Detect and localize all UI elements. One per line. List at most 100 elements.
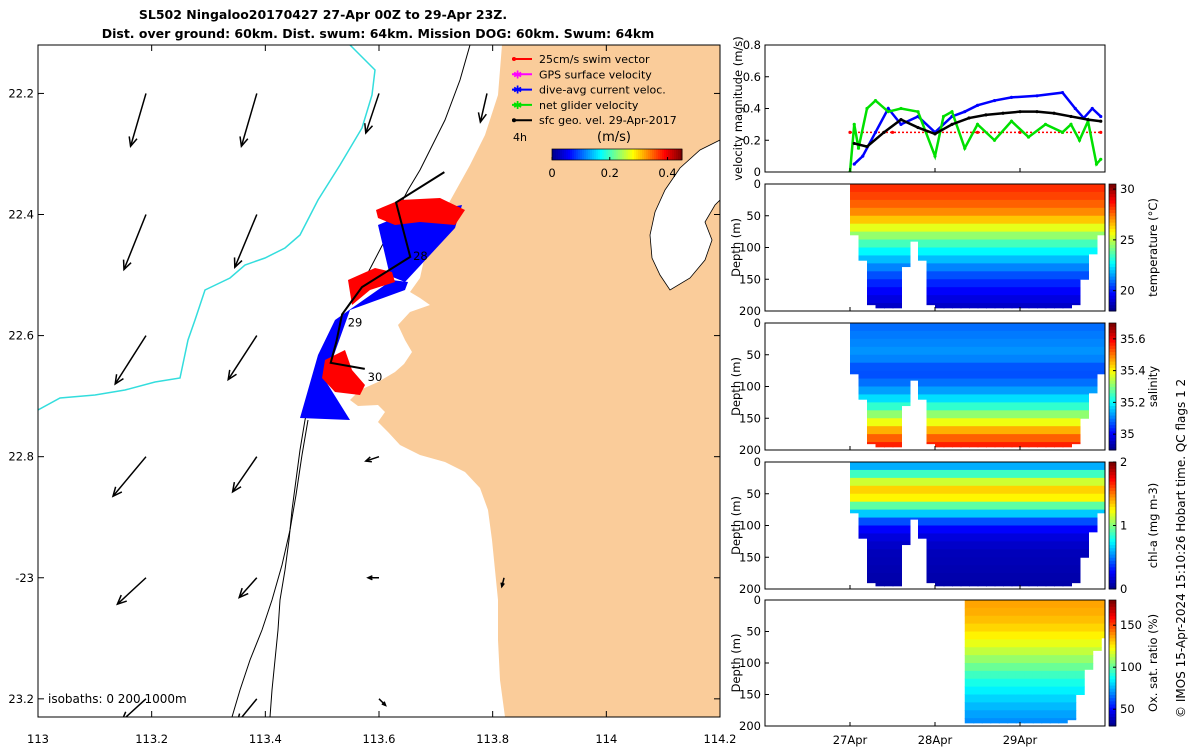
heatmap-cell	[1071, 338, 1081, 348]
heatmap-cell	[952, 509, 962, 519]
series-point	[873, 130, 878, 134]
heatmap-cell	[1028, 517, 1038, 526]
heatmap-cell	[1015, 702, 1026, 711]
heatmap-cell	[986, 354, 996, 364]
colorbar-tick-label: 35.4	[1120, 364, 1146, 378]
heatmap-cell	[867, 509, 877, 519]
heatmap-cell	[935, 247, 945, 256]
heatmap-cell	[1088, 207, 1098, 217]
colorbar-cell	[616, 149, 619, 160]
heatmap-cell	[1071, 199, 1081, 209]
heatmap-cell	[1062, 525, 1072, 534]
heatmap-cell	[1049, 639, 1060, 648]
heatmap-cell	[935, 271, 945, 280]
heatmap-cell	[1071, 581, 1081, 584]
heatmap-cell	[1003, 509, 1013, 519]
heatmap-cell	[1011, 557, 1021, 566]
heatmap-cell	[1003, 231, 1013, 241]
series-point	[992, 98, 997, 103]
heatmap-cell	[1079, 255, 1089, 264]
heatmap-cell	[943, 263, 953, 272]
heatmap-cell	[1066, 718, 1077, 721]
heatmap-cell	[1079, 501, 1089, 511]
heatmap-cell	[1088, 493, 1098, 503]
heatmap-cell	[1003, 191, 1013, 201]
heatmap-cell	[943, 330, 953, 340]
heatmap-cell	[1049, 710, 1060, 719]
heatmap-cell	[892, 462, 902, 471]
heatmap-cell	[1054, 525, 1064, 534]
heatmap-cell	[892, 394, 902, 403]
heatmap-cell	[1071, 223, 1081, 233]
colorbar-cell	[1109, 493, 1116, 498]
heatmap-cell	[858, 362, 868, 372]
colorbar-cell	[1109, 237, 1116, 242]
heatmap-cell	[1088, 330, 1098, 340]
heatmap-cell	[850, 215, 860, 225]
heatmap-cell	[1088, 338, 1098, 348]
heatmap-cell	[875, 462, 885, 471]
colorbar-cell	[1109, 364, 1116, 368]
colorbar-cell	[634, 149, 637, 160]
colorbar-cell	[1109, 554, 1116, 558]
heatmap-cell	[1041, 623, 1051, 632]
heatmap-cell	[969, 573, 979, 582]
heatmap-cell	[981, 710, 992, 719]
colorbar-cell	[1109, 196, 1116, 201]
colorbar-cell	[1109, 519, 1116, 523]
heatmap-cell	[892, 386, 902, 395]
colorbar-cell	[632, 149, 635, 160]
heatmap-cell	[935, 557, 945, 566]
series-point	[886, 110, 890, 114]
heatmap-cell	[1011, 362, 1021, 372]
heatmap-cell	[1037, 354, 1047, 364]
colorbar-cell	[1109, 282, 1116, 287]
heatmap-cell	[926, 255, 936, 264]
heatmap-cell	[901, 231, 911, 241]
heatmap-cell	[1062, 541, 1072, 550]
heatmap-cell	[901, 541, 911, 546]
colorbar-cell	[1109, 241, 1116, 245]
heatmap-cell	[1071, 501, 1081, 511]
colorbar-cell	[1109, 631, 1116, 636]
heatmap-cell	[1037, 509, 1047, 519]
y-tick-label: 100	[739, 241, 761, 255]
heatmap-cell	[1037, 191, 1047, 201]
heatmap-cell	[1037, 239, 1047, 248]
heatmap-cell	[1071, 215, 1081, 225]
heatmap-cell	[943, 323, 953, 332]
heatmap-cell	[994, 573, 1004, 582]
heatmap-cell	[1092, 623, 1102, 632]
heatmap-cell	[943, 493, 953, 503]
salinity-plot-area	[850, 323, 1105, 448]
heatmap-cell	[1028, 303, 1038, 309]
series-point	[899, 122, 903, 126]
heatmap-cell	[1045, 485, 1055, 495]
heatmap-cell	[1062, 287, 1072, 296]
heatmap-cell	[926, 271, 936, 280]
heatmap-cell	[858, 330, 868, 340]
heatmap-cell	[1020, 418, 1030, 427]
heatmap-cell	[935, 541, 945, 550]
colorbar-cell	[642, 149, 645, 160]
heatmap-cell	[1045, 295, 1055, 304]
heatmap-cell	[935, 199, 945, 209]
heatmap-cell	[1041, 718, 1051, 724]
panel-salinity: 3535.235.435.6salinity050100150200Depth …	[729, 316, 1160, 457]
heatmap-cell	[969, 231, 979, 241]
colorbar-cell	[560, 149, 563, 160]
colorbar-cell	[1109, 528, 1116, 533]
heatmap-cell	[1088, 346, 1098, 356]
heatmap-cell	[858, 338, 868, 348]
heatmap-cell	[909, 323, 919, 332]
colorbar-cell	[1109, 193, 1116, 198]
heatmap-cell	[1075, 670, 1085, 680]
heatmap-cell	[918, 370, 928, 380]
colorbar-cell	[580, 149, 583, 160]
heatmap-cell	[969, 581, 979, 587]
heatmap-cell	[1028, 199, 1038, 209]
heatmap-cell	[1071, 370, 1081, 380]
series-point	[856, 146, 861, 150]
heatmap-cell	[1011, 426, 1021, 435]
heatmap-cell	[867, 565, 877, 574]
